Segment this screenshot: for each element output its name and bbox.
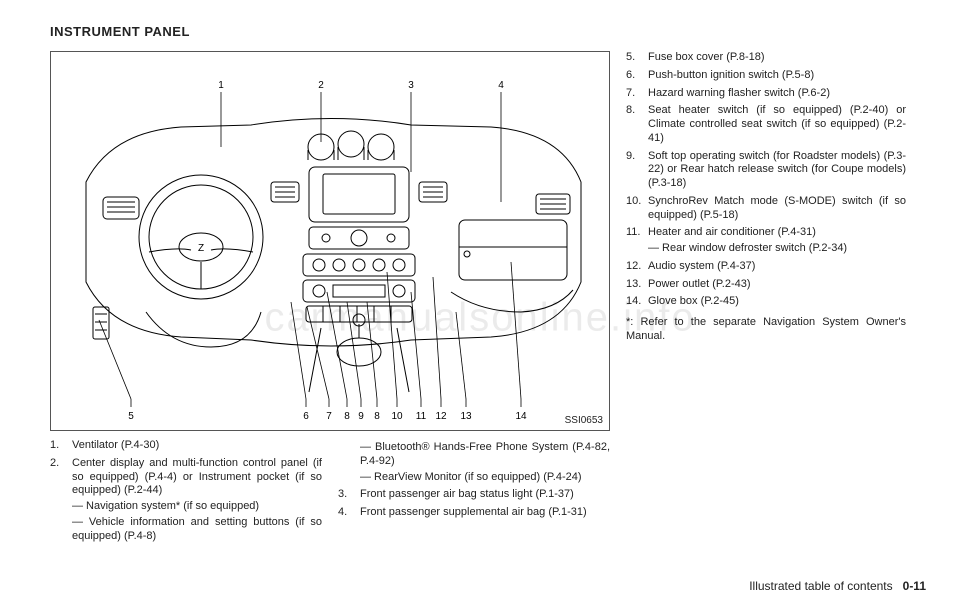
svg-text:2: 2 <box>318 80 324 91</box>
legend-text: Heater and air conditioner (P.4-31)— Rea… <box>648 226 906 256</box>
page-title: INSTRUMENT PANEL <box>50 24 926 39</box>
legend-text: Ventilator (P.4-30) <box>72 439 322 453</box>
svg-text:6: 6 <box>303 411 309 422</box>
legend-text: SynchroRev Match mode (S-MODE) switch (i… <box>648 195 906 223</box>
footer-page: 0-11 <box>903 579 926 593</box>
legend-text: Front passenger supplemental air bag (P.… <box>360 506 610 520</box>
svg-text:13: 13 <box>460 411 472 422</box>
legend-item: 5.Fuse box cover (P.8-18) <box>626 51 906 65</box>
right-column: 5.Fuse box cover (P.8-18)6.Push-button i… <box>626 51 906 547</box>
diagram-code: SSI0653 <box>565 415 603 426</box>
legend-number: 5. <box>626 51 648 65</box>
svg-text:9: 9 <box>358 411 364 422</box>
legend-item: — Bluetooth® Hands-Free Phone System (P.… <box>338 439 610 484</box>
legend-text: Push-button ignition switch (P.5-8) <box>648 69 906 83</box>
legend-text: Fuse box cover (P.8-18) <box>648 51 906 65</box>
legend-text: Glove box (P.2-45) <box>648 295 906 309</box>
legend-text: Hazard warning flasher switch (P.6-2) <box>648 87 906 101</box>
legend-item: 1.Ventilator (P.4-30) <box>50 439 322 453</box>
legend-subitem: — Rear window defroster switch (P.2-34) <box>648 242 906 256</box>
main-layout: 12345678981011121314 Z <box>50 51 926 547</box>
legend-number: 2. <box>50 457 72 544</box>
legend-number: 11. <box>626 226 648 256</box>
legend-number: 6. <box>626 69 648 83</box>
legend-item: 3.Front passenger air bag status light (… <box>338 488 610 502</box>
legend-below: 1.Ventilator (P.4-30)2.Center display an… <box>50 439 610 547</box>
svg-text:8: 8 <box>344 411 350 422</box>
legend-number: 14. <box>626 295 648 309</box>
legend-item: 4.Front passenger supplemental air bag (… <box>338 506 610 520</box>
svg-text:11: 11 <box>416 411 427 422</box>
legend-text: Audio system (P.4-37) <box>648 260 906 274</box>
legend-item: 7.Hazard warning flasher switch (P.6-2) <box>626 87 906 101</box>
dashboard-svg: 12345678981011121314 Z <box>51 52 609 430</box>
legend-item: 9.Soft top operating switch (for Roadste… <box>626 150 906 191</box>
legend-item: 14.Glove box (P.2-45) <box>626 295 906 309</box>
svg-text:10: 10 <box>391 411 403 422</box>
diagram-box: 12345678981011121314 Z <box>50 51 610 431</box>
legend-item: 10.SynchroRev Match mode (S-MODE) switch… <box>626 195 906 223</box>
svg-text:12: 12 <box>435 411 447 422</box>
legend-col-2: — Bluetooth® Hands-Free Phone System (P.… <box>338 439 610 547</box>
legend-subitem: — Navigation system* (if so equipped) <box>72 500 322 514</box>
legend-number: 12. <box>626 260 648 274</box>
legend-item: 6.Push-button ignition switch (P.5-8) <box>626 69 906 83</box>
legend-number: 10. <box>626 195 648 223</box>
page-footer: Illustrated table of contents 0-11 <box>749 579 926 593</box>
legend-number: 7. <box>626 87 648 101</box>
footer-label: Illustrated table of contents <box>749 579 892 593</box>
legend-item: 11.Heater and air conditioner (P.4-31)— … <box>626 226 906 256</box>
legend-item: 13.Power outlet (P.2-43) <box>626 278 906 292</box>
legend-text: Front passenger air bag status light (P.… <box>360 488 610 502</box>
legend-item: 12.Audio system (P.4-37) <box>626 260 906 274</box>
legend-text: Soft top operating switch (for Roadster … <box>648 150 906 191</box>
legend-text: Center display and multi-function contro… <box>72 457 322 544</box>
svg-text:8: 8 <box>374 411 380 422</box>
svg-text:14: 14 <box>515 411 527 422</box>
svg-text:7: 7 <box>326 411 332 422</box>
legend-item: 8.Seat heater switch (if so equipped) (P… <box>626 104 906 145</box>
legend-subitem: — Bluetooth® Hands-Free Phone System (P.… <box>360 441 610 469</box>
footnote: *: Refer to the separate Navigation Syst… <box>626 315 906 344</box>
legend-number: 4. <box>338 506 360 520</box>
legend-number: 3. <box>338 488 360 502</box>
legend-number: 13. <box>626 278 648 292</box>
svg-text:5: 5 <box>128 411 134 422</box>
svg-text:4: 4 <box>498 80 504 91</box>
svg-text:1: 1 <box>218 80 224 91</box>
legend-text: Power outlet (P.2-43) <box>648 278 906 292</box>
legend-col-1: 1.Ventilator (P.4-30)2.Center display an… <box>50 439 322 547</box>
legend-subitem: — Vehicle information and setting button… <box>72 516 322 544</box>
legend-number: 9. <box>626 150 648 191</box>
svg-text:3: 3 <box>408 80 414 91</box>
legend-number <box>338 439 360 484</box>
legend-number: 1. <box>50 439 72 453</box>
svg-text:Z: Z <box>198 243 204 254</box>
legend-number: 8. <box>626 104 648 145</box>
legend-text: — Bluetooth® Hands-Free Phone System (P.… <box>360 439 610 484</box>
legend-item: 2.Center display and multi-function cont… <box>50 457 322 544</box>
left-block: 12345678981011121314 Z <box>50 51 610 547</box>
legend-text: Seat heater switch (if so equipped) (P.2… <box>648 104 906 145</box>
legend-subitem: — RearView Monitor (if so equipped) (P.4… <box>360 471 610 485</box>
